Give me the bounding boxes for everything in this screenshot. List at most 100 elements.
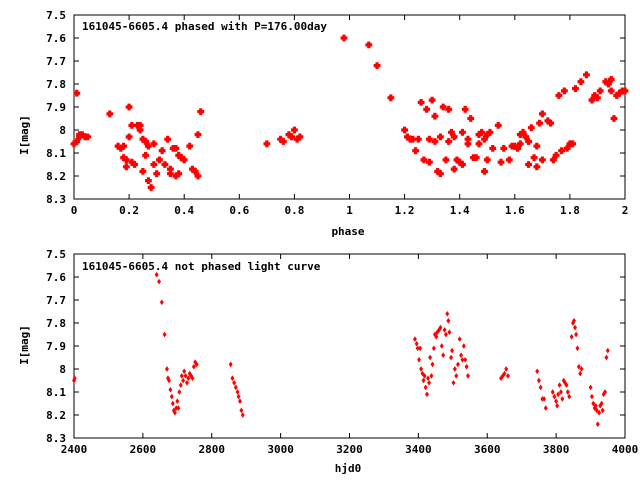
- phased-data-point: [461, 105, 469, 113]
- phased-plot-ylabel: I[mag]: [18, 115, 31, 155]
- phased-data-point: [365, 41, 373, 49]
- phased-data-point: [552, 151, 560, 159]
- phased-y-tick-label: 7.9: [46, 101, 66, 114]
- phased-data-point: [533, 163, 541, 171]
- phased-data-point: [175, 170, 183, 178]
- phased-data-point: [158, 147, 166, 155]
- phased-data-point: [486, 128, 494, 136]
- unphased-y-tick-label: 7.8: [46, 317, 66, 330]
- phased-x-tick-label: 1.6: [505, 204, 525, 217]
- phased-data-point: [549, 156, 557, 164]
- phased-data-point: [569, 140, 577, 148]
- unphased-data-point: [542, 396, 547, 402]
- unphased-data-point: [452, 366, 457, 372]
- phased-data-point: [142, 151, 150, 159]
- unphased-y-tick-label: 8.2: [46, 409, 66, 422]
- phased-data-point: [131, 161, 139, 168]
- unphased-data-point: [579, 366, 584, 372]
- phased-data-point: [186, 142, 194, 150]
- unphased-x-tick-label: 2800: [199, 443, 226, 456]
- phased-data-point: [161, 161, 169, 168]
- phased-data-point: [291, 126, 298, 134]
- phased-x-tick-label: 0.4: [174, 204, 194, 217]
- unphased-data-point: [72, 375, 77, 382]
- unphased-y-tick-label: 8: [59, 363, 66, 376]
- phased-data-point: [73, 89, 81, 97]
- unphased-data-point: [412, 336, 417, 342]
- unphased-data-point: [457, 336, 462, 342]
- phased-data-point: [516, 140, 524, 148]
- unphased-data-point: [165, 366, 169, 372]
- unphased-data-point: [594, 407, 599, 414]
- unphased-data-point: [595, 421, 600, 428]
- phased-data-point: [472, 154, 480, 161]
- phased-data-point: [423, 105, 431, 113]
- unphased-data-point: [576, 363, 581, 370]
- unphased-data-point: [414, 340, 419, 347]
- phased-data-point: [387, 94, 395, 102]
- unphased-data-point: [240, 412, 245, 418]
- phased-x-tick-label: 2: [622, 204, 629, 217]
- phased-y-tick-label: 8.2: [46, 170, 66, 183]
- unphased-y-tick-label: 7.7: [46, 294, 66, 307]
- unphased-data-point: [238, 398, 242, 405]
- unphased-data-point: [447, 329, 452, 336]
- phased-data-point: [558, 147, 566, 155]
- phased-data-point: [194, 131, 202, 138]
- phased-data-point: [527, 124, 535, 132]
- phased-data-point: [180, 156, 188, 164]
- phased-data-point: [194, 172, 202, 180]
- unphased-data-point: [439, 343, 444, 349]
- unphased-data-point: [176, 405, 181, 411]
- unphased-data-point: [572, 317, 577, 324]
- phased-data-point: [525, 138, 532, 145]
- phased-data-point: [120, 142, 127, 150]
- phased-data-point: [172, 145, 180, 152]
- unphased-data-point: [588, 384, 593, 391]
- phased-data-point: [533, 142, 541, 150]
- unphased-data-point: [578, 370, 583, 377]
- phased-data-point: [144, 142, 152, 150]
- unphased-x-tick-label: 3400: [405, 443, 432, 456]
- unphased-x-tick-label: 3000: [267, 443, 294, 456]
- phased-data-point: [610, 115, 618, 122]
- unphased-data-point: [446, 317, 451, 324]
- unphased-y-tick-label: 8.3: [46, 432, 66, 445]
- unphased-data-point: [591, 400, 596, 407]
- unphased-data-point: [233, 384, 238, 391]
- unphased-data-point: [232, 379, 237, 386]
- unphased-data-point: [600, 407, 605, 414]
- unphased-data-point: [554, 398, 559, 405]
- phased-data-point: [497, 158, 505, 166]
- phased-y-tick-label: 7.5: [46, 9, 66, 22]
- unphased-data-point: [564, 382, 569, 388]
- phased-data-point: [464, 135, 472, 143]
- phased-data-point: [340, 34, 348, 42]
- phased-data-point: [505, 156, 513, 164]
- phased-x-tick-label: 0.8: [284, 204, 304, 217]
- phased-y-tick-label: 7.7: [46, 55, 66, 68]
- unphased-data-point: [418, 345, 423, 352]
- phased-data-point: [197, 108, 205, 115]
- unphased-data-point: [543, 405, 548, 411]
- unphased-data-point: [177, 389, 182, 395]
- phased-data-point: [483, 131, 491, 138]
- unphased-data-point: [557, 382, 562, 388]
- phased-data-point: [279, 138, 287, 145]
- phased-x-tick-label: 1.4: [450, 204, 470, 217]
- unphased-data-point: [431, 345, 436, 352]
- unphased-x-tick-label: 3600: [474, 443, 501, 456]
- phased-data-point: [475, 131, 483, 138]
- unphased-data-point: [442, 327, 447, 333]
- unphased-data-point: [597, 409, 602, 416]
- phased-data-point: [431, 112, 439, 120]
- phased-y-tick-label: 8: [59, 124, 66, 137]
- phased-x-tick-label: 0: [71, 204, 78, 217]
- phased-plot-title: 161045-6605.4 phased with P=176.00day: [82, 20, 327, 33]
- phased-data-point: [613, 92, 621, 99]
- unphased-data-point: [170, 400, 175, 407]
- unphased-data-point: [172, 409, 177, 416]
- phased-data-point: [122, 163, 130, 171]
- phased-light-curve-plot: 161045-6605.4 phased with P=176.00day I[…: [18, 9, 629, 238]
